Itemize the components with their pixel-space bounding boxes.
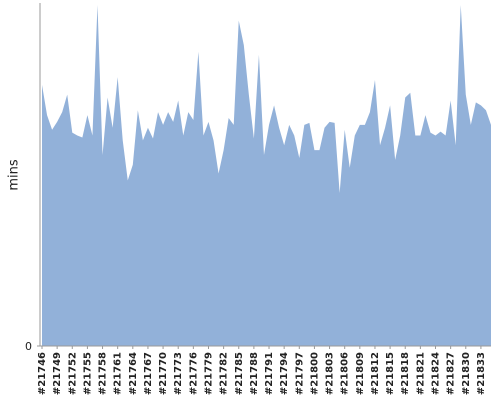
x-tick-label: #21785 bbox=[234, 352, 245, 395]
x-tick-label: #21794 bbox=[279, 352, 290, 395]
x-tick-label: #21758 bbox=[98, 352, 109, 395]
x-tick-label: #21827 bbox=[446, 352, 457, 395]
x-tick-label: #21833 bbox=[476, 352, 487, 395]
x-tick-label: #21746 bbox=[37, 352, 48, 395]
x-tick-label: #21815 bbox=[385, 352, 396, 395]
y-axis-label: mins bbox=[7, 159, 22, 191]
x-tick-label: #21776 bbox=[188, 352, 199, 395]
x-tick-label: #21812 bbox=[370, 352, 381, 395]
x-tick-label: #21818 bbox=[400, 352, 411, 395]
x-tick-label: #21773 bbox=[173, 352, 184, 395]
x-tick-label: #21782 bbox=[219, 352, 230, 395]
x-tick-label: #21806 bbox=[340, 352, 351, 395]
x-tick-label: #21797 bbox=[294, 352, 305, 395]
x-tick-label: #21809 bbox=[355, 352, 366, 395]
x-tick-label: #21803 bbox=[325, 352, 336, 395]
x-tick-label: #21767 bbox=[143, 352, 154, 395]
x-tick-label: #21800 bbox=[309, 352, 320, 395]
x-tick-label: #21749 bbox=[52, 352, 63, 395]
y-tick-label: 0 bbox=[25, 340, 32, 353]
x-tick-label: #21830 bbox=[461, 352, 472, 395]
x-tick-label: #21788 bbox=[249, 352, 260, 395]
x-tick-label: #21752 bbox=[67, 352, 78, 395]
x-tick-label: #21770 bbox=[158, 352, 169, 395]
x-tick-label: #21755 bbox=[82, 352, 93, 395]
x-tick-label: #21764 bbox=[128, 352, 139, 395]
area bbox=[42, 5, 491, 346]
x-tick-label: #21761 bbox=[113, 352, 124, 395]
x-tick-label: #21791 bbox=[264, 352, 275, 395]
x-tick-label: #21821 bbox=[415, 352, 426, 395]
x-tick-label: #21824 bbox=[431, 352, 442, 395]
x-tick-label: #21779 bbox=[203, 352, 214, 395]
